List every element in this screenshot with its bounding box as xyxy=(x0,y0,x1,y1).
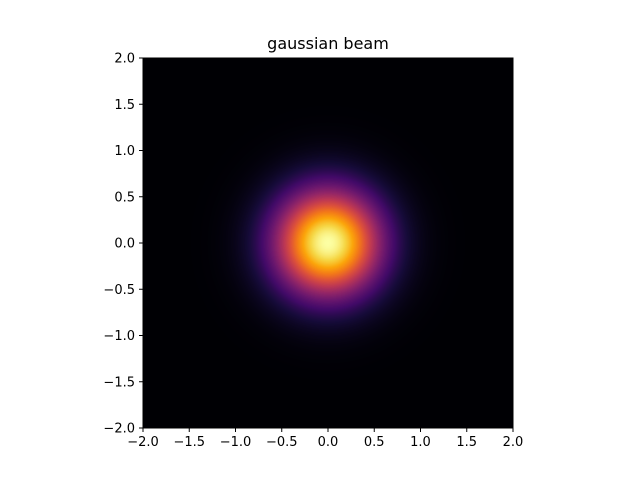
y-tick-label: 2.0 xyxy=(114,52,135,67)
y-tick-label: 0.0 xyxy=(114,237,135,252)
x-tick-label: −1.0 xyxy=(220,435,252,450)
x-tick-label: 2.0 xyxy=(503,435,524,450)
y-tick-label: −1.0 xyxy=(103,329,135,344)
x-tick-label: 1.0 xyxy=(410,435,431,450)
x-tick-label: 0.5 xyxy=(364,435,385,450)
y-tick-label: −2.0 xyxy=(103,422,135,437)
x-tick-label: 0.0 xyxy=(318,435,339,450)
y-tick-label: 1.0 xyxy=(114,144,135,159)
y-tick-label: 1.5 xyxy=(114,98,135,113)
y-axis: −2.0 −1.5 −1.0 −0.5 0.0 0.5 1.0 1.5 2.0 xyxy=(103,52,143,437)
y-tick-label: 0.5 xyxy=(114,190,135,205)
y-tick-label: −1.5 xyxy=(103,375,135,390)
y-tick-label: −0.5 xyxy=(103,283,135,298)
x-axis: −2.0 −1.5 −1.0 −0.5 0.0 0.5 1.0 1.5 2.0 xyxy=(127,428,523,450)
x-tick-label: −1.5 xyxy=(173,435,205,450)
heatmap-image xyxy=(143,58,513,428)
chart-title: gaussian beam xyxy=(267,34,389,53)
x-tick-label: 1.5 xyxy=(456,435,477,450)
heatmap-raster xyxy=(143,58,513,428)
x-tick-label: −0.5 xyxy=(266,435,298,450)
x-tick-label: −2.0 xyxy=(127,435,159,450)
